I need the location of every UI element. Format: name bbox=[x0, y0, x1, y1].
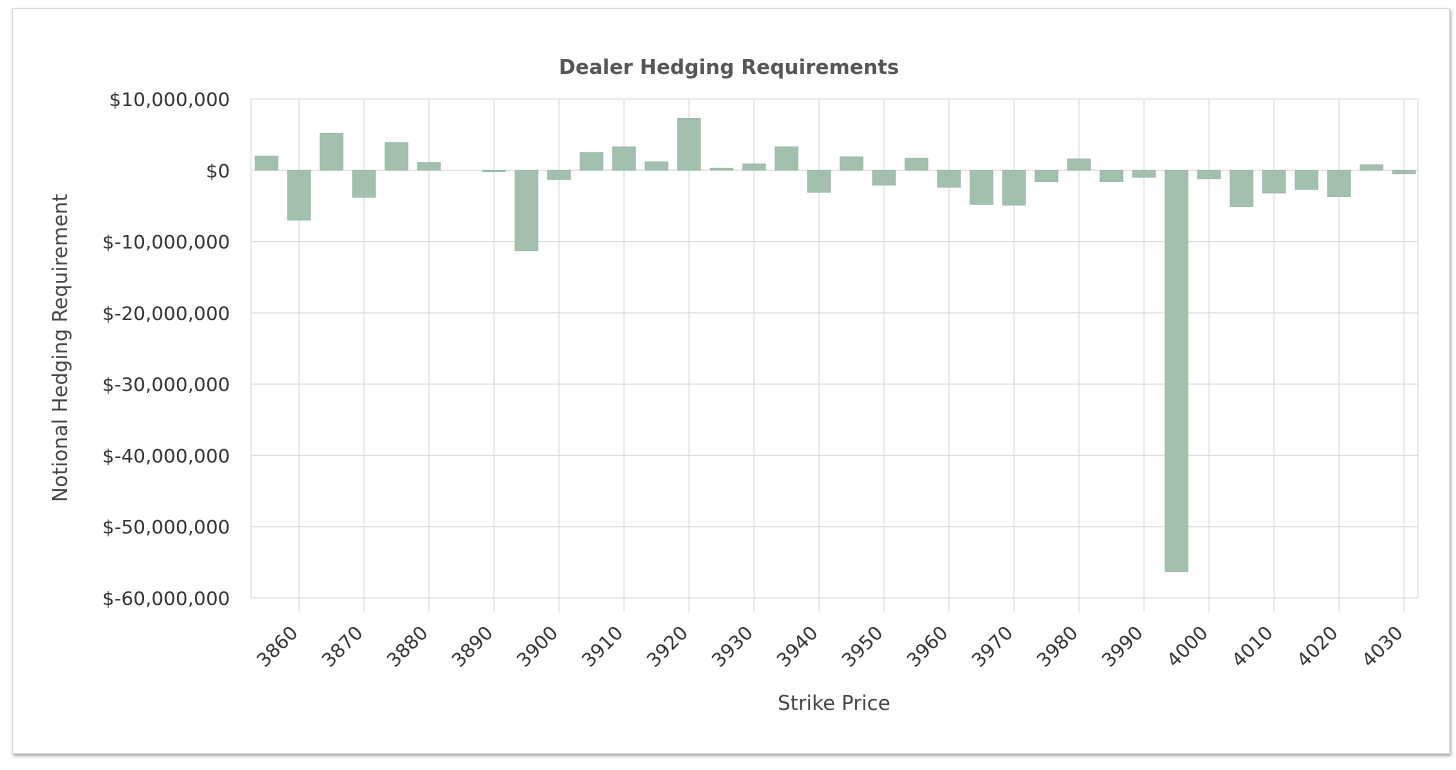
bar-3955 bbox=[872, 170, 896, 186]
x-tick-label: 3890 bbox=[448, 622, 498, 672]
x-axis-label: Strike Price bbox=[778, 691, 891, 715]
x-tick-label: 4010 bbox=[1228, 622, 1278, 672]
y-tick-label: $-60,000,000 bbox=[102, 588, 230, 610]
x-tick-label: 4000 bbox=[1163, 622, 1213, 672]
bar-4000 bbox=[1164, 170, 1189, 572]
y-tick-label: $-30,000,000 bbox=[102, 374, 230, 396]
bar-3980 bbox=[1034, 170, 1059, 182]
y-tick-label: $10,000,000 bbox=[109, 89, 230, 111]
bar-3950 bbox=[839, 156, 864, 171]
x-tick-label: 3940 bbox=[773, 622, 823, 672]
bar-4025 bbox=[1327, 170, 1351, 197]
bar-4035 bbox=[1392, 170, 1416, 175]
bar-3945 bbox=[807, 170, 831, 193]
bar-3870 bbox=[319, 132, 344, 171]
x-tick-label: 4020 bbox=[1293, 622, 1343, 672]
y-tick-label: $-20,000,000 bbox=[102, 303, 230, 325]
bar-3930 bbox=[709, 167, 734, 171]
x-tick-label: 3900 bbox=[513, 622, 563, 672]
bar-3925 bbox=[677, 117, 701, 171]
bar-3865 bbox=[287, 170, 311, 221]
bar-3905 bbox=[547, 170, 571, 180]
bar-4015 bbox=[1262, 170, 1286, 194]
x-tick-label: 3980 bbox=[1033, 622, 1083, 672]
bar-3900 bbox=[514, 170, 539, 252]
bar-3910 bbox=[579, 152, 604, 171]
bar-3935 bbox=[742, 163, 766, 171]
y-axis-label: Notional Hedging Requirement bbox=[48, 194, 72, 502]
x-tick-label: 3990 bbox=[1098, 622, 1148, 672]
bar-3940 bbox=[774, 146, 799, 171]
chart-title: Dealer Hedging Requirements bbox=[559, 55, 899, 79]
bar-3860 bbox=[254, 155, 279, 171]
x-tick-label: 3950 bbox=[838, 622, 888, 672]
x-tick-label: 3870 bbox=[318, 622, 368, 672]
bar-3965 bbox=[937, 170, 961, 188]
x-tick-label: 3880 bbox=[383, 622, 433, 672]
y-tick-label: $-40,000,000 bbox=[102, 445, 230, 467]
x-tick-label: 3920 bbox=[643, 622, 693, 672]
bar-3885 bbox=[417, 162, 441, 171]
x-tick-label: 3970 bbox=[968, 622, 1018, 672]
bar-3975 bbox=[1002, 170, 1026, 206]
bar-3985 bbox=[1067, 158, 1091, 171]
bars bbox=[254, 117, 1416, 572]
bar-3875 bbox=[352, 170, 376, 198]
chart-frame bbox=[12, 8, 1450, 754]
bar-3960 bbox=[904, 157, 929, 171]
x-tick-label: 3960 bbox=[903, 622, 953, 672]
x-tick-label: 3930 bbox=[708, 622, 758, 672]
bar-3970 bbox=[969, 170, 994, 205]
x-tick-label: 3910 bbox=[578, 622, 628, 672]
y-tick-label: $-50,000,000 bbox=[102, 517, 230, 539]
y-tick-label: $0 bbox=[206, 160, 230, 182]
x-tick-label: 3860 bbox=[253, 622, 303, 672]
bar-3880 bbox=[384, 142, 409, 171]
bar-4030 bbox=[1359, 164, 1384, 171]
x-axis-ticks: 3860 3870 3880 3890 3900 3910 3920 3930 3940 3950… bbox=[253, 622, 1408, 672]
y-tick-label: $-10,000,000 bbox=[102, 232, 230, 254]
bar-3995 bbox=[1132, 170, 1156, 178]
x-tick-label: 4030 bbox=[1358, 622, 1408, 672]
bar-3990 bbox=[1099, 170, 1124, 182]
bar-4010 bbox=[1229, 170, 1254, 207]
bar-4005 bbox=[1197, 170, 1221, 180]
y-axis-ticks: $10,000,000 $0 $-10,000,000 $-20,000,000 $-3… bbox=[102, 89, 230, 610]
bar-3895 bbox=[482, 170, 506, 172]
bar-3915 bbox=[612, 146, 636, 171]
bar-3920 bbox=[644, 161, 669, 171]
bar-4020 bbox=[1294, 170, 1319, 190]
